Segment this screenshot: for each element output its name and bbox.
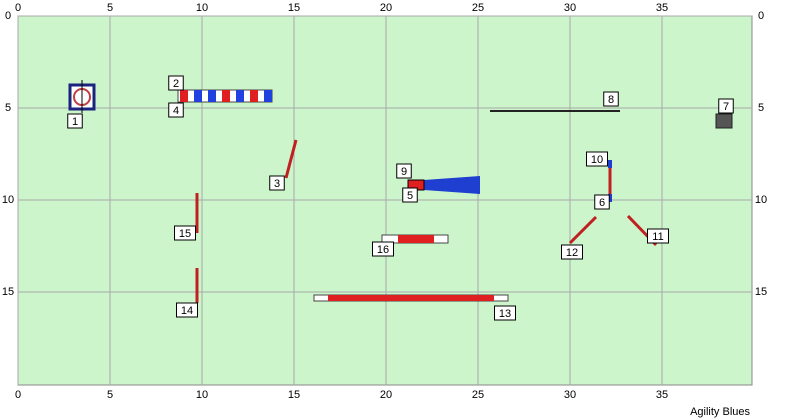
marker-label: 5 <box>407 190 413 202</box>
obstacles <box>68 80 733 303</box>
y-tick-label: 0 <box>5 10 11 22</box>
marker-box <box>168 102 184 118</box>
marker-box <box>176 302 198 318</box>
x-tick-label: 30 <box>564 389 576 401</box>
x-tick-label: 10 <box>196 2 208 14</box>
tunnel <box>424 176 480 194</box>
marker-box <box>603 91 619 107</box>
x-tick-label: 0 <box>15 389 21 401</box>
x-tick-label: 25 <box>472 2 484 14</box>
y-tick-label: 5 <box>758 102 764 114</box>
marker-box <box>174 225 196 241</box>
marker-label: 4 <box>173 105 179 117</box>
marker-label: 11 <box>652 231 663 243</box>
y-tick-label: 5 <box>5 102 11 114</box>
marker-label: 12 <box>566 247 578 259</box>
y-tick-label: 15 <box>2 286 14 298</box>
y-tick-label: 0 <box>758 10 764 22</box>
x-tick-label: 0 <box>15 2 21 14</box>
y-tick-label: 10 <box>2 194 14 206</box>
x-tick-label: 20 <box>380 389 392 401</box>
marker-box <box>647 228 669 244</box>
marker-label: 3 <box>274 178 280 190</box>
jump <box>284 139 298 179</box>
x-tick-label: 15 <box>288 2 300 14</box>
marker-box <box>269 175 285 191</box>
marker-label: 1 <box>72 116 78 128</box>
marker-label: 8 <box>608 94 614 106</box>
marker-label: 14 <box>181 305 193 317</box>
x-tick-label: 10 <box>196 389 208 401</box>
marker-label: 16 <box>377 244 389 256</box>
striped-jump <box>177 89 273 103</box>
marker-box <box>168 75 184 91</box>
marker-box <box>561 244 583 260</box>
marker-label: 13 <box>499 308 511 320</box>
x-tick-label: 35 <box>656 2 668 14</box>
x-tick-label: 35 <box>656 389 668 401</box>
marker-box <box>594 194 610 210</box>
start-box <box>715 113 733 129</box>
marker-box <box>396 163 412 179</box>
marker-box <box>494 305 516 321</box>
x-tick-label: 5 <box>107 389 113 401</box>
x-tick-label: 30 <box>564 2 576 14</box>
x-tick-label: 5 <box>107 2 113 14</box>
marker-box <box>718 98 734 114</box>
x-tick-label: 15 <box>288 389 300 401</box>
jump <box>568 215 598 245</box>
footer: Agility Blues <box>690 406 750 418</box>
marker-box <box>402 187 418 203</box>
y-tick-label: 15 <box>755 286 767 298</box>
x-tick-label: 25 <box>472 389 484 401</box>
x-tick-label: 20 <box>380 2 392 14</box>
marker-box <box>67 113 83 129</box>
marker-label: 2 <box>173 78 179 90</box>
marker-label: 6 <box>599 197 605 209</box>
y-tick-label: 10 <box>755 194 767 206</box>
marker-label: 15 <box>179 228 191 240</box>
marker-box <box>372 241 394 257</box>
marker-box <box>586 151 608 167</box>
marker-label: 10 <box>591 154 603 166</box>
marker-label: 7 <box>723 101 729 113</box>
marker-label: 9 <box>401 166 407 178</box>
